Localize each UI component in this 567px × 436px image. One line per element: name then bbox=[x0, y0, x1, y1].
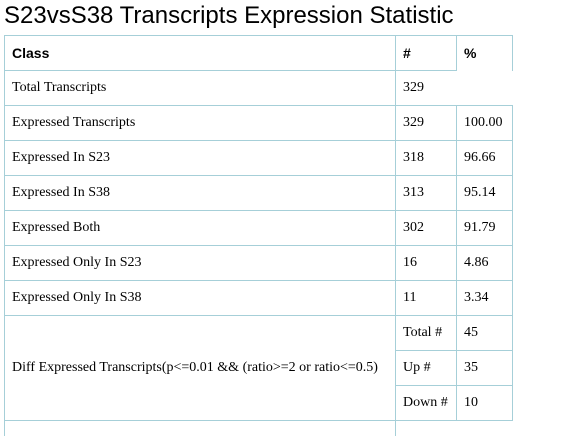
table-row: Expressed In S23 318 96.66 bbox=[4, 140, 513, 176]
row-percent: 96.66 bbox=[456, 140, 513, 176]
table-gap-cell bbox=[4, 420, 396, 436]
row-count: 318 bbox=[395, 140, 457, 176]
page-title: S23vsS38 Transcripts Expression Statisti… bbox=[4, 2, 454, 29]
row-count: 329 bbox=[395, 70, 457, 106]
table-gap-cell bbox=[395, 420, 457, 436]
table-header-row: Class # % bbox=[4, 35, 513, 71]
row-count: 329 bbox=[395, 105, 457, 141]
row-percent: 3.34 bbox=[456, 280, 513, 316]
diff-sub-value: 45 bbox=[456, 315, 513, 351]
row-class: Total Transcripts bbox=[4, 70, 396, 106]
table-bottom-gap bbox=[4, 420, 513, 436]
header-percent: % bbox=[456, 35, 513, 71]
diff-sub-label: Down # bbox=[395, 385, 457, 421]
row-percent: 91.79 bbox=[456, 210, 513, 246]
table-row: Total Transcripts 329 bbox=[4, 70, 513, 106]
row-class: Expressed Only In S38 bbox=[4, 280, 396, 316]
row-count: 11 bbox=[395, 280, 457, 316]
table-row: Expressed Only In S23 16 4.86 bbox=[4, 245, 513, 281]
diff-sub-label: Total # bbox=[395, 315, 457, 351]
expression-statistic-table: Class # % Total Transcripts 329 Expresse… bbox=[4, 35, 513, 436]
row-percent: 95.14 bbox=[456, 175, 513, 211]
row-class: Expressed Both bbox=[4, 210, 396, 246]
diff-row-up: Up # 35 bbox=[5, 350, 513, 386]
table-row: Expressed Only In S38 11 3.34 bbox=[4, 280, 513, 316]
diff-sub-value: 10 bbox=[456, 385, 513, 421]
row-percent: 100.00 bbox=[456, 105, 513, 141]
table-gap-cell bbox=[457, 421, 513, 436]
row-count: 313 bbox=[395, 175, 457, 211]
diff-sub-value: 35 bbox=[456, 350, 513, 386]
diff-sub-label: Up # bbox=[395, 350, 457, 386]
diff-row-total: Diff Expressed Transcripts(p<=0.01 && (r… bbox=[4, 315, 513, 421]
diff-expressed-label: Diff Expressed Transcripts(p<=0.01 && (r… bbox=[4, 315, 396, 421]
header-count: # bbox=[395, 35, 457, 71]
diff-row-down: Down # 10 bbox=[5, 385, 513, 421]
row-percent bbox=[456, 70, 513, 106]
row-count: 302 bbox=[395, 210, 457, 246]
row-class: Expressed In S38 bbox=[4, 175, 396, 211]
table-row: Expressed Transcripts 329 100.00 bbox=[4, 105, 513, 141]
table-row: Expressed In S38 313 95.14 bbox=[4, 175, 513, 211]
row-count: 16 bbox=[395, 245, 457, 281]
row-class: Expressed In S23 bbox=[4, 140, 396, 176]
header-class: Class bbox=[4, 35, 396, 71]
row-class: Expressed Transcripts bbox=[4, 105, 396, 141]
row-percent: 4.86 bbox=[456, 245, 513, 281]
table-row: Expressed Both 302 91.79 bbox=[4, 210, 513, 246]
row-class: Expressed Only In S23 bbox=[4, 245, 396, 281]
